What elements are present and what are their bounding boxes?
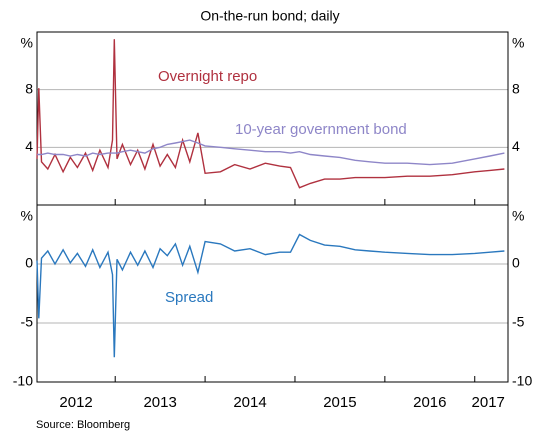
series-line — [36, 39, 505, 189]
y-tick-label-right: 8 — [512, 80, 520, 96]
series-label: Overnight repo — [158, 68, 257, 85]
plot-frame — [36, 31, 509, 206]
y-unit-right: % — [512, 208, 524, 224]
x-year-label: 2016 — [413, 394, 446, 411]
y-tick-label: -10 — [13, 373, 33, 389]
y-tick-label: 4 — [25, 138, 33, 154]
y-tick-label: 0 — [25, 255, 33, 271]
y-tick-label-right: 0 — [512, 255, 520, 271]
series-line — [36, 233, 505, 358]
y-tick-label: 8 — [25, 80, 33, 96]
x-year-label: 2014 — [233, 394, 266, 411]
series-label: Spread — [165, 289, 213, 306]
source-note: Source: Bloomberg — [36, 419, 130, 431]
plot-frame — [36, 204, 509, 383]
y-tick-label-right: -5 — [512, 314, 525, 330]
y-unit: % — [21, 35, 33, 51]
x-year-label: 2017 — [472, 394, 505, 411]
chart-subtitle: On-the-run bond; daily — [200, 8, 339, 24]
y-unit: % — [21, 208, 33, 224]
y-unit-right: % — [512, 35, 524, 51]
series-line — [37, 139, 505, 166]
y-tick-label-right: -10 — [512, 373, 532, 389]
x-year-label: 2013 — [143, 394, 176, 411]
x-year-label: 2015 — [323, 394, 356, 411]
y-tick-label: -5 — [21, 314, 34, 330]
series-label: 10-year government bond — [235, 121, 407, 138]
x-year-label: 2012 — [59, 394, 92, 411]
y-tick-label-right: 4 — [512, 138, 520, 154]
